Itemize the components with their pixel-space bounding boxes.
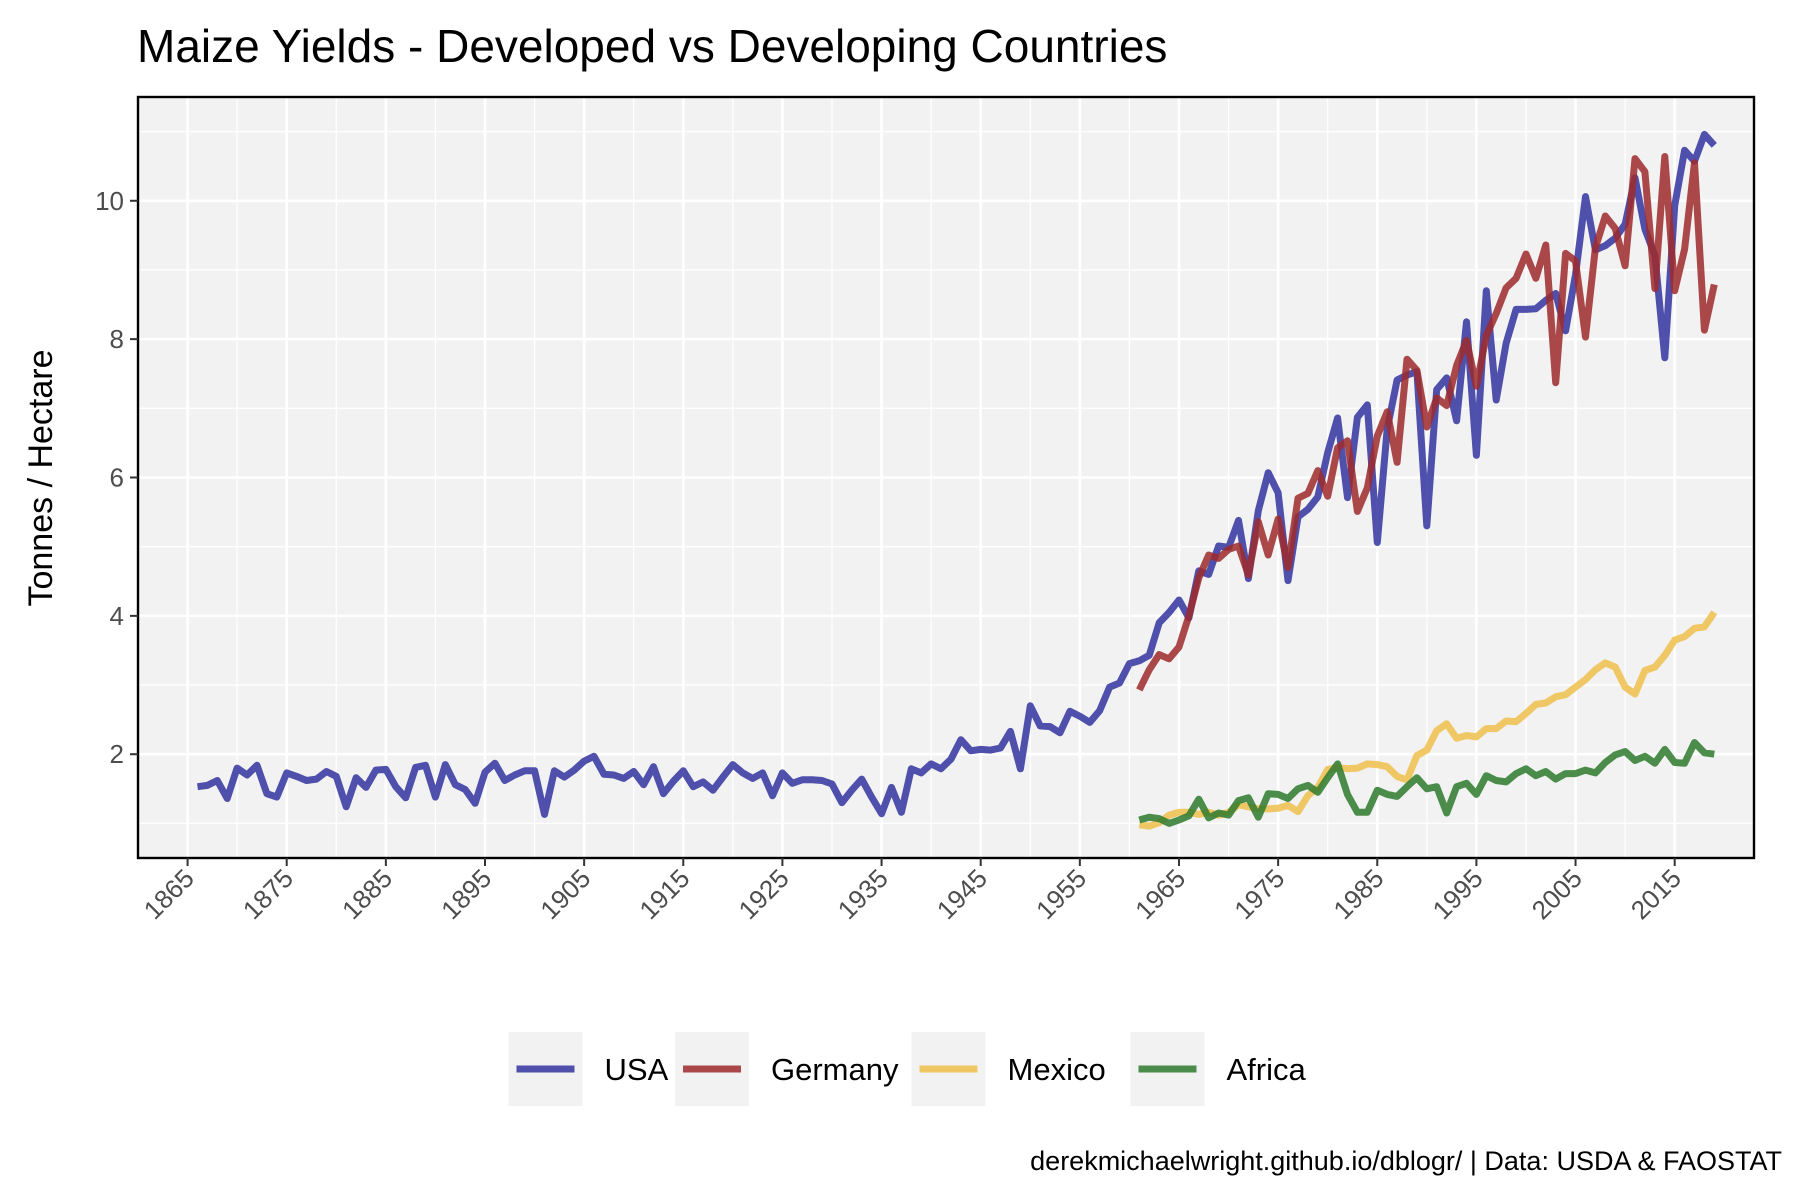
plot-area: 2 4 6 8 10 1865 1875 1885 1895 1905 1915 1925 1935 19… bbox=[95, 95, 1756, 925]
y-tick-label: 4 bbox=[110, 601, 124, 631]
legend-label-africa: Africa bbox=[1227, 1052, 1307, 1087]
x-tick-label: 1945 bbox=[931, 863, 993, 925]
y-tick-label: 2 bbox=[110, 739, 124, 769]
y-tick-label: 6 bbox=[110, 463, 124, 493]
x-tick-label: 1865 bbox=[138, 863, 200, 925]
legend: USA Germany Mexico Africa bbox=[508, 1032, 1307, 1106]
y-axis-label: Tonnes / Hectare bbox=[22, 349, 60, 606]
legend-label-usa: USA bbox=[605, 1052, 669, 1087]
x-tick-label: 1985 bbox=[1327, 863, 1389, 925]
x-tick-label: 1895 bbox=[435, 863, 497, 925]
chart-title: Maize Yields - Developed vs Developing C… bbox=[137, 20, 1167, 72]
x-tick-label: 1935 bbox=[832, 863, 894, 925]
chart-caption: derekmichaelwright.github.io/dblogr/ | D… bbox=[1030, 1146, 1782, 1176]
x-tick-label: 1965 bbox=[1129, 863, 1191, 925]
x-tick-label: 1975 bbox=[1228, 863, 1290, 925]
x-tick-label: 1925 bbox=[733, 863, 795, 925]
x-tick-label: 2015 bbox=[1625, 863, 1687, 925]
series-line-africa bbox=[1138, 739, 1715, 827]
x-tick-label: 1955 bbox=[1030, 863, 1092, 925]
legend-label-mexico: Mexico bbox=[1008, 1052, 1106, 1087]
x-tick-label: 1885 bbox=[336, 863, 398, 925]
x-tick-label: 1875 bbox=[237, 863, 299, 925]
y-tick-label: 10 bbox=[95, 186, 124, 216]
x-tick-label: 1995 bbox=[1427, 863, 1489, 925]
x-tick-label: 1905 bbox=[534, 863, 596, 925]
x-tick-label: 1915 bbox=[633, 863, 695, 925]
y-tick-label: 8 bbox=[110, 324, 124, 354]
series-line-germany bbox=[1136, 153, 1718, 692]
x-tick-label: 2005 bbox=[1526, 863, 1588, 925]
series-line-usa bbox=[197, 130, 1717, 818]
legend-label-germany: Germany bbox=[771, 1052, 899, 1087]
